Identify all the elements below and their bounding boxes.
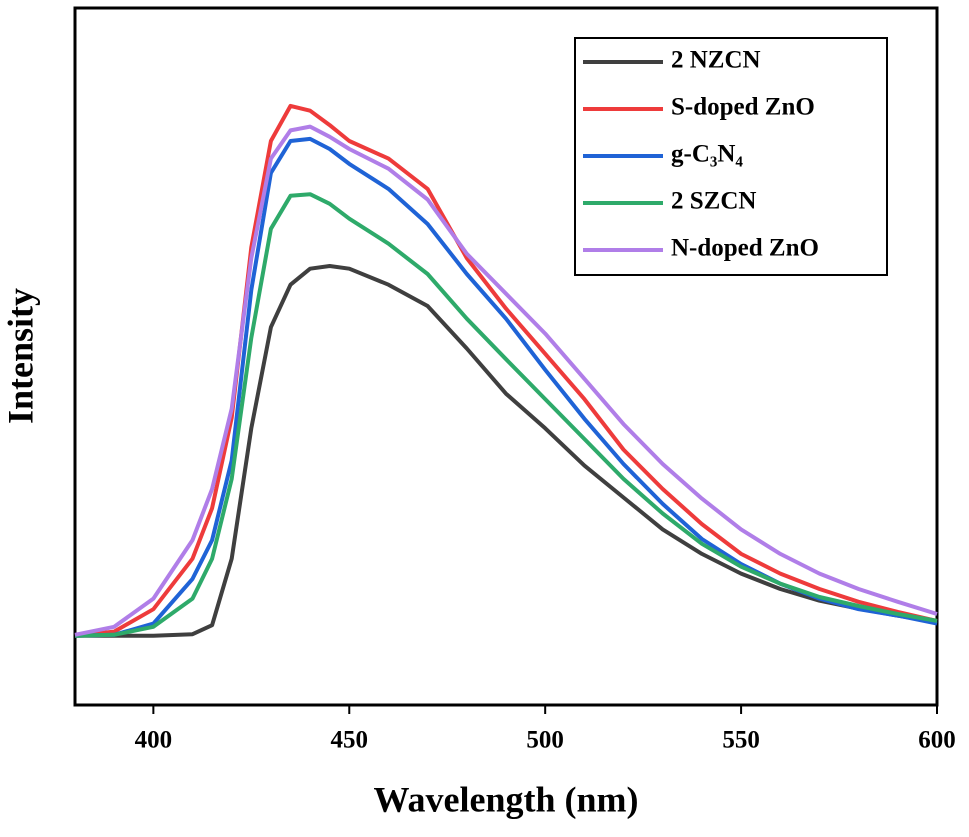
legend-label: S-doped ZnO: [671, 94, 815, 121]
series-line: [75, 264, 938, 638]
x-axis-title: Wavelength (nm): [374, 779, 639, 819]
y-axis-title: Intensity: [0, 288, 40, 424]
x-tick-label: 550: [722, 727, 760, 754]
series-line: [74, 192, 938, 638]
legend-label: g-C₃N₄: [671, 141, 743, 168]
x-tick-label: 400: [135, 727, 173, 754]
series-line: [74, 124, 938, 637]
x-tick-label: 600: [918, 727, 956, 754]
series-line: [74, 103, 938, 638]
x-tick-label: 500: [526, 727, 564, 754]
x-tick-label: 450: [331, 727, 369, 754]
legend-label: 2 SZCN: [671, 188, 756, 215]
legend-label: N-doped ZnO: [671, 235, 819, 262]
legend-label: 2 NZCN: [671, 47, 761, 74]
plot-frame: [73, 6, 939, 707]
